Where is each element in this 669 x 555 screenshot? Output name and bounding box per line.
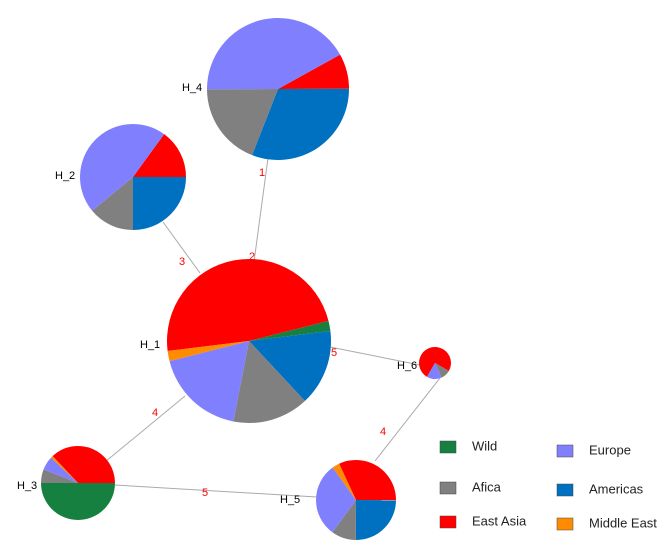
legend-label: Wild [472,438,497,453]
pie-slice [419,347,452,377]
pies [41,18,452,540]
node-label: H_1 [140,339,160,351]
legend-swatch [556,483,574,497]
edge-label: 2 [249,251,255,263]
node-label: H_2 [55,170,75,182]
pie-slice [167,259,329,351]
legend-label: Middle East [589,515,657,530]
pie-slice [207,89,278,156]
pie-slice [133,177,186,230]
pie-slice [206,18,341,90]
pie-slice [167,341,249,362]
edge-label: 3 [179,256,185,268]
legend-swatch [556,444,574,458]
pie-slice [249,331,331,401]
pie-slice [233,341,305,423]
pie-slice [435,363,449,378]
pie-slice [249,320,331,341]
legend-label: Europe [589,442,631,457]
edge-label: 4 [152,407,158,419]
edge [329,346,421,366]
edge [253,157,269,263]
edges [104,157,441,498]
pie-slice [169,341,249,422]
edge [114,484,318,498]
pie-slice [252,88,349,160]
labels: H_1 H_2 H_4 H_6 H_3 H_5 1 2 3 5 4 5 4 Wild Afica East A… [17,82,657,531]
legend-swatch [439,481,457,495]
legend-swatch [439,440,457,454]
legend-label: Americas [589,481,644,496]
node-label: H_5 [280,494,300,506]
legend-swatch [439,515,457,529]
node-label: H_3 [17,480,37,492]
edge-label: 5 [202,487,208,499]
pie-slice [315,467,356,533]
pie-slice [133,134,186,177]
pie-slice [278,54,349,89]
pie-slice [427,363,442,379]
pie-slice [79,124,165,211]
edge [374,377,441,462]
node-label: H_6 [397,360,417,372]
edge-label: 5 [331,347,337,359]
edge [104,395,186,463]
edge-label: 4 [380,426,386,438]
legend-label: Afica [472,479,502,494]
node-label: H_4 [182,82,202,94]
pie-slice [52,446,115,483]
pie-slice [92,177,133,230]
pie-slice [339,459,396,501]
pie-slice [43,457,78,483]
edge-label: 1 [259,167,265,179]
pie-slice [332,500,356,540]
edge [162,221,201,274]
pie-slice [41,469,78,483]
legend-label: East Asia [472,513,527,528]
pie-slice [355,500,396,540]
pie-slice [41,483,115,520]
pie-slice [332,463,356,500]
pie-slice [51,456,78,483]
legend-swatch [556,517,574,531]
